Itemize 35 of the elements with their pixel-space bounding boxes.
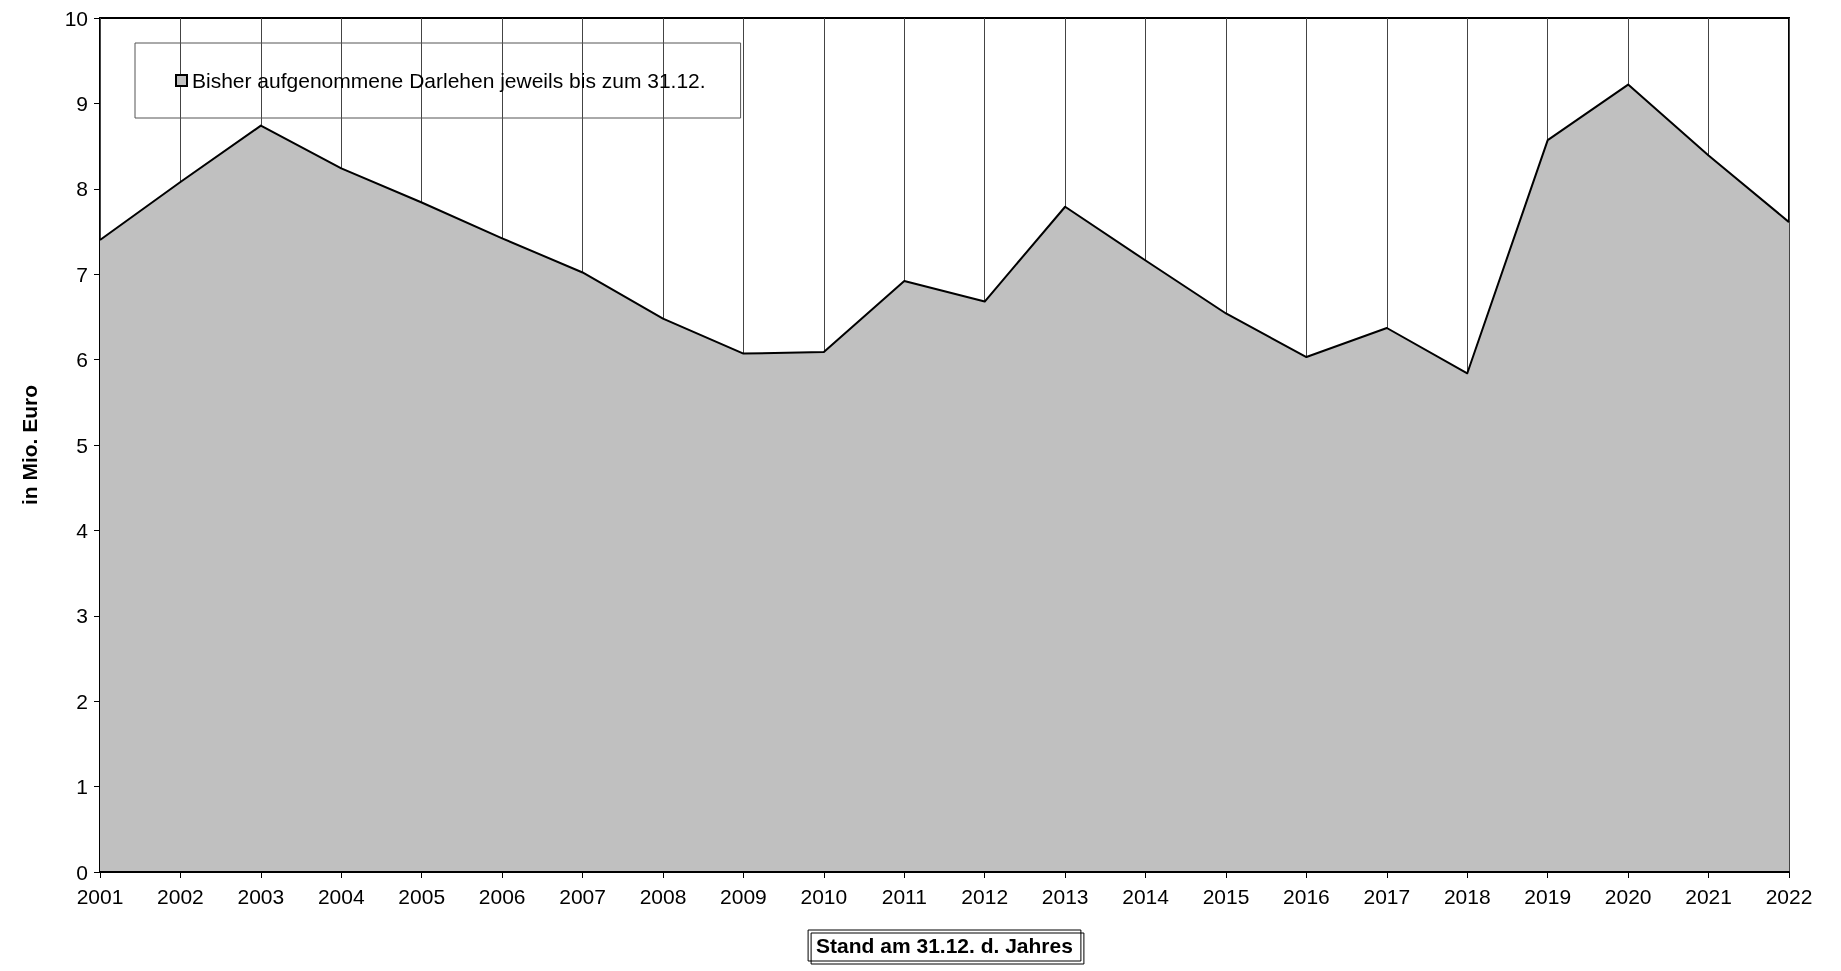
x-axis-title: Stand am 31.12. d. Jahres <box>816 934 1073 957</box>
x-tick-label: 2006 <box>478 885 526 908</box>
y-tick-label: 5 <box>76 433 88 457</box>
x-tick-label: 2021 <box>1685 885 1732 908</box>
x-tick-label: 2020 <box>1604 885 1652 908</box>
y-tick-label: 1 <box>76 775 88 799</box>
x-tick-label: 2004 <box>317 885 365 908</box>
y-tick-label: 6 <box>76 348 88 372</box>
x-tick-label: 2010 <box>800 885 848 908</box>
y-tick-label: 8 <box>76 177 88 201</box>
y-tick-label: 9 <box>76 91 88 115</box>
x-tick-label: 2018 <box>1443 885 1491 908</box>
x-tick-label: 2009 <box>720 885 767 908</box>
y-axis-title: in Mio. Euro <box>18 384 41 506</box>
x-tick-label: 2015 <box>1202 885 1250 908</box>
x-tick-label: 2022 <box>1765 885 1813 908</box>
y-tick-label: 3 <box>76 604 88 628</box>
x-tick-label: 2005 <box>398 885 446 908</box>
x-tick-label: 2001 <box>76 885 124 908</box>
x-tick-label: 2014 <box>1122 885 1170 908</box>
y-tick-label: 7 <box>76 262 88 286</box>
x-tick-label: 2008 <box>639 885 687 908</box>
x-tick-label: 2011 <box>881 885 927 908</box>
x-tick-label: 2002 <box>157 885 204 908</box>
y-tick-label: 0 <box>76 860 88 884</box>
x-tick-label: 2019 <box>1524 885 1572 908</box>
x-tick-label: 2003 <box>237 885 285 908</box>
x-tick-label: 2013 <box>1041 885 1089 908</box>
x-tick-label: 2016 <box>1283 885 1330 908</box>
x-tick-label: 2012 <box>961 885 1009 908</box>
x-tick-label: 2007 <box>559 885 606 908</box>
y-tick-label: 10 <box>64 6 88 30</box>
y-tick-label: 4 <box>76 518 89 542</box>
x-tick-label: 2017 <box>1363 885 1411 908</box>
y-tick-label: 2 <box>76 689 88 713</box>
